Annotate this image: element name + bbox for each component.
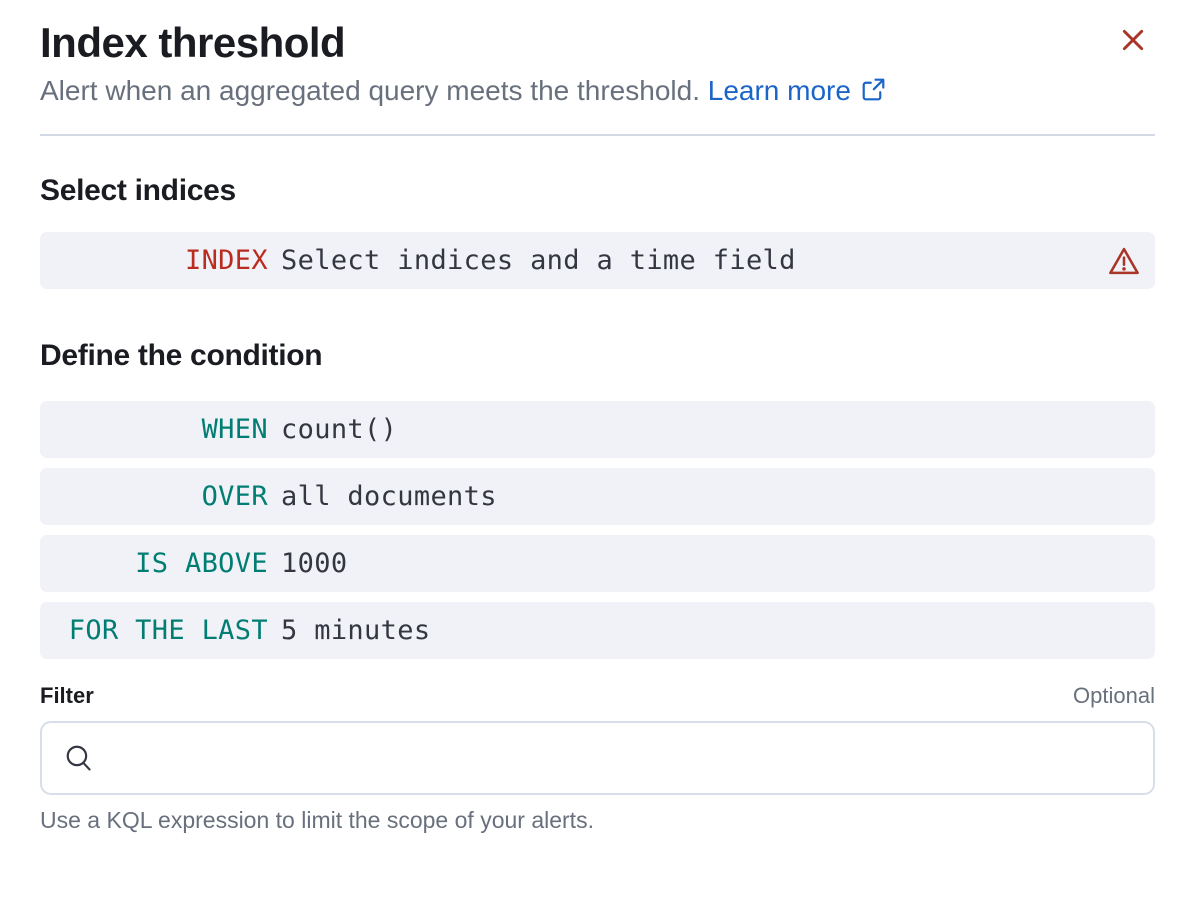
external-link-icon <box>862 78 885 101</box>
over-value: all documents <box>281 481 497 512</box>
index-expression-button[interactable]: INDEX Select indices and a time field <box>40 232 1155 289</box>
close-button[interactable] <box>1115 22 1151 58</box>
learn-more-link[interactable]: Learn more <box>707 75 851 106</box>
alert-triangle-icon <box>1107 244 1141 278</box>
time-window-value: 5 minutes <box>281 615 431 646</box>
flyout-subtitle: Alert when an aggregated query meets the… <box>40 74 1155 108</box>
subtitle-text: Alert when an aggregated query meets the… <box>40 75 700 106</box>
condition-expression-group: WHEN count() OVER all documents IS ABOVE… <box>40 401 1155 659</box>
filter-header-row: Filter Optional <box>40 683 1155 709</box>
when-value: count() <box>281 414 398 445</box>
over-keyword: OVER <box>201 481 268 512</box>
over-expression-button[interactable]: OVER all documents <box>40 468 1155 525</box>
index-expression-keyword: INDEX <box>184 245 268 276</box>
select-indices-heading: Select indices <box>40 174 236 207</box>
page-title: Index threshold <box>40 19 346 66</box>
threshold-value: 1000 <box>281 548 348 579</box>
index-expression-value: Select indices and a time field <box>281 245 796 276</box>
time-window-expression-button[interactable]: FOR THE LAST 5 minutes <box>40 602 1155 659</box>
time-window-keyword: FOR THE LAST <box>68 615 268 646</box>
threshold-keyword: IS ABOVE <box>135 548 268 579</box>
filter-kql-input[interactable] <box>40 721 1155 795</box>
header-divider <box>40 134 1155 136</box>
when-keyword: WHEN <box>201 414 268 445</box>
filter-search-box <box>40 721 1155 795</box>
index-threshold-flyout: Index threshold Alert when an aggregated… <box>40 19 1155 833</box>
close-icon <box>1122 29 1144 51</box>
filter-help-text: Use a KQL expression to limit the scope … <box>40 807 594 833</box>
when-expression-button[interactable]: WHEN count() <box>40 401 1155 458</box>
threshold-expression-button[interactable]: IS ABOVE 1000 <box>40 535 1155 592</box>
optional-badge: Optional <box>1073 683 1155 708</box>
filter-label: Filter <box>40 683 94 708</box>
define-condition-heading: Define the condition <box>40 339 323 372</box>
